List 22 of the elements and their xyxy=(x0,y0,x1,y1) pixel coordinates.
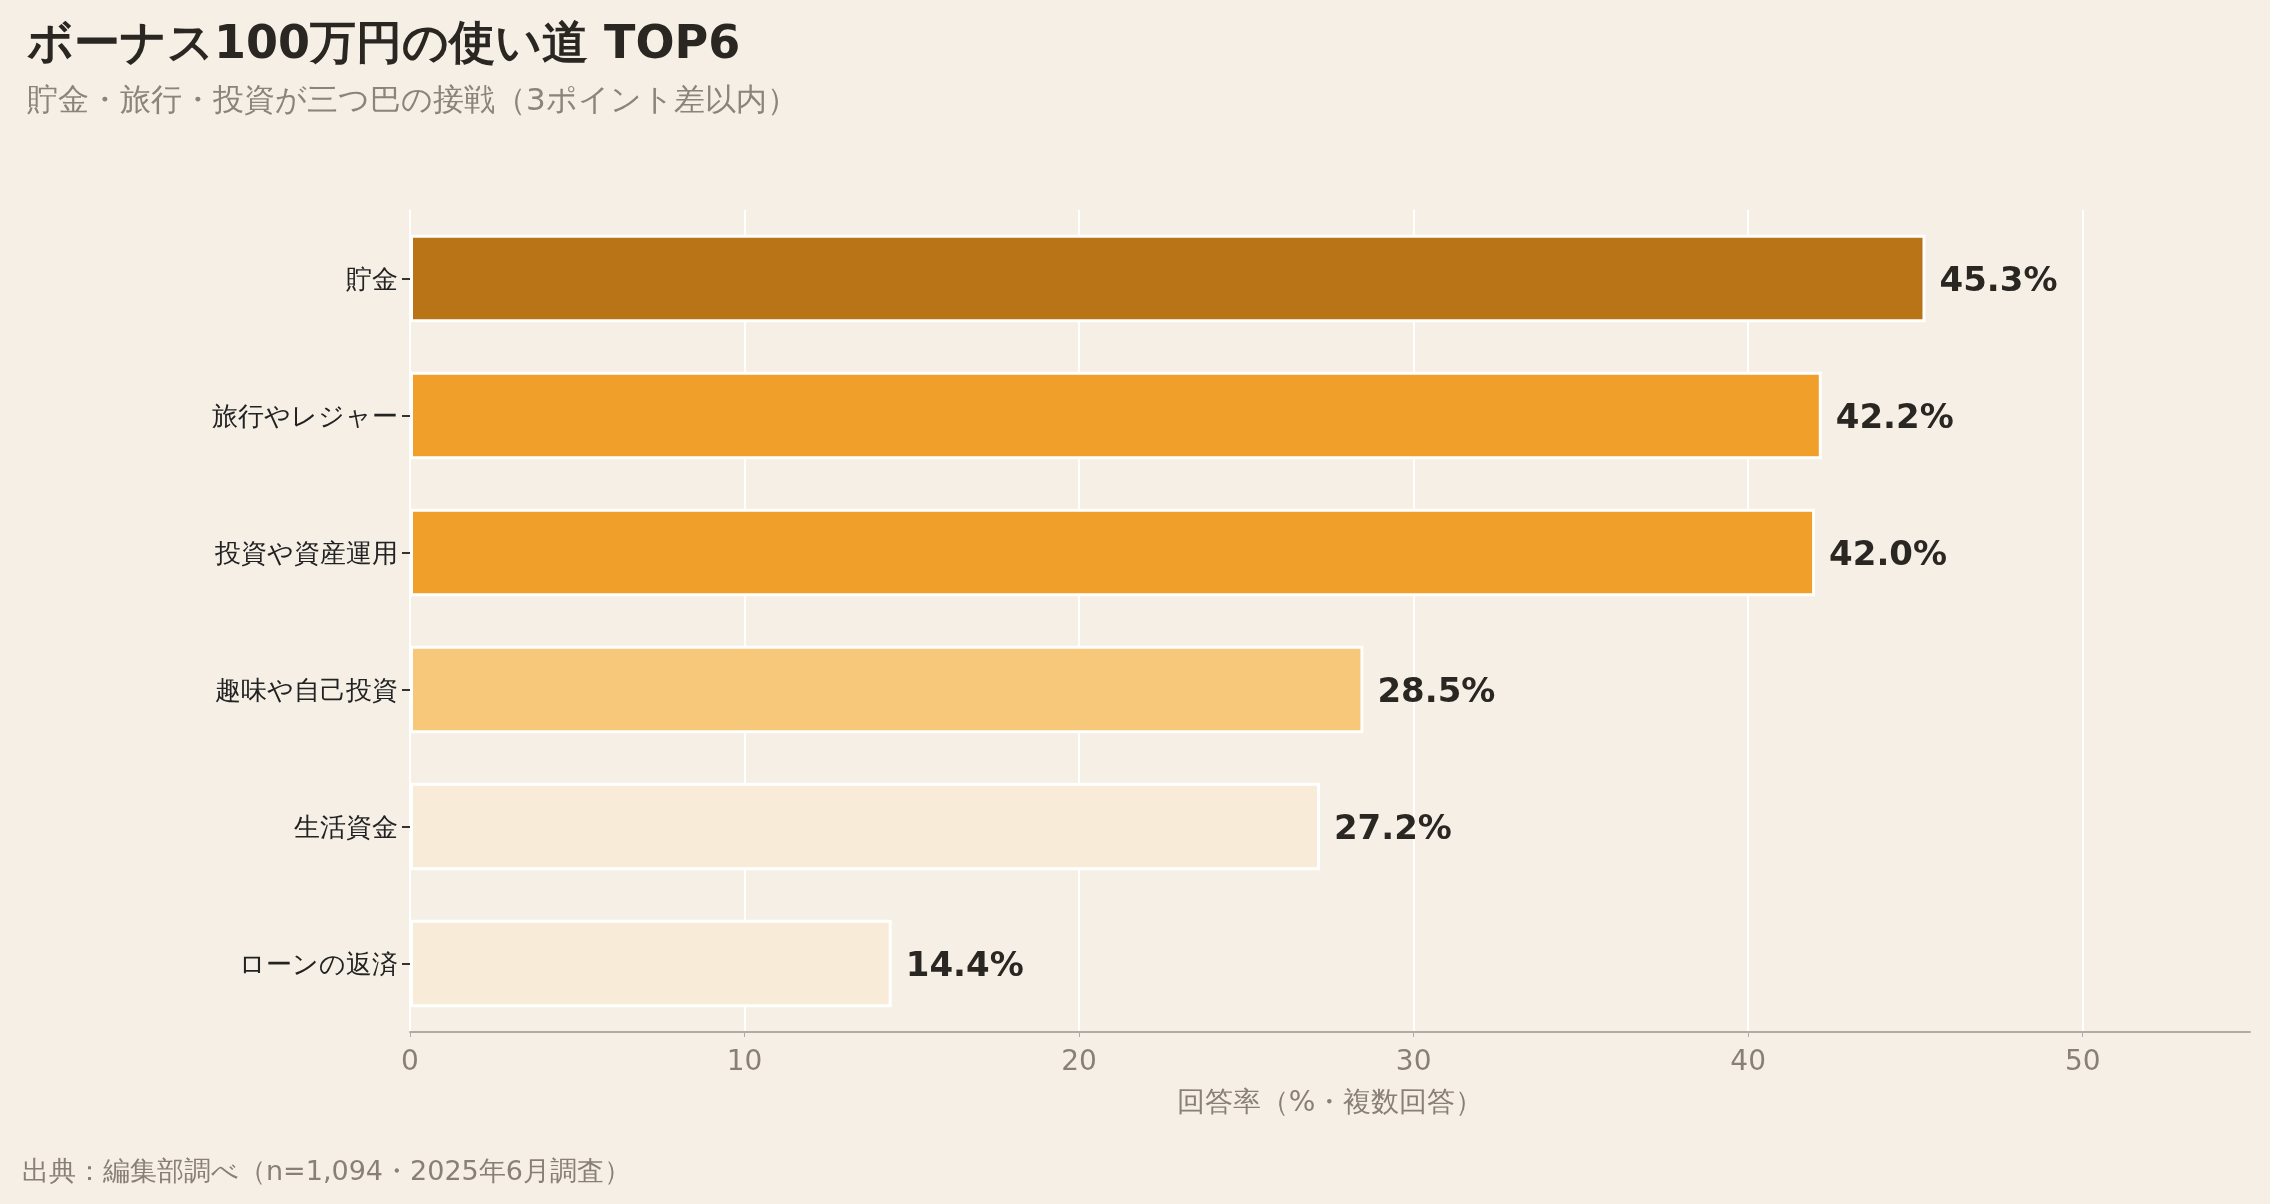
x-axis-title: 回答率（%・複数回答） xyxy=(1176,1084,1484,1118)
y-tick-label: 貯金 xyxy=(346,263,398,294)
x-tick-label: 50 xyxy=(2064,1043,2101,1077)
y-tick-label: 投資や資産運用 xyxy=(214,537,398,568)
chart-subtitle: 貯金・旅行・投資が三つ巴の接戦（3ポイント差以内） xyxy=(27,80,798,117)
data-label: 45.3% xyxy=(1939,258,2058,299)
x-tick-label: 20 xyxy=(1061,1043,1097,1077)
data-label: 14.4% xyxy=(905,943,1024,984)
x-tick-label: 40 xyxy=(1730,1043,1766,1077)
x-tick-label: 0 xyxy=(401,1043,419,1077)
x-tick-label: 10 xyxy=(726,1043,763,1077)
y-tick-label: 生活資金 xyxy=(294,811,398,842)
chart-title: ボーナス100万円の使い道 TOP6 xyxy=(27,15,741,69)
y-tick-label: ローンの返済 xyxy=(239,948,398,979)
data-label: 27.2% xyxy=(1333,806,1452,847)
y-tick-label: 旅行やレジャー xyxy=(212,400,398,431)
x-tick-label: 30 xyxy=(1395,1043,1432,1077)
y-tick-label: 趣味や自己投資 xyxy=(215,674,398,705)
data-label: 28.5% xyxy=(1377,669,1496,710)
data-label: 42.2% xyxy=(1835,395,1954,436)
source-note: 出典：編集部調べ（n=1,094・2025年6月調査） xyxy=(22,1155,631,1186)
data-label: 42.0% xyxy=(1829,532,1948,573)
